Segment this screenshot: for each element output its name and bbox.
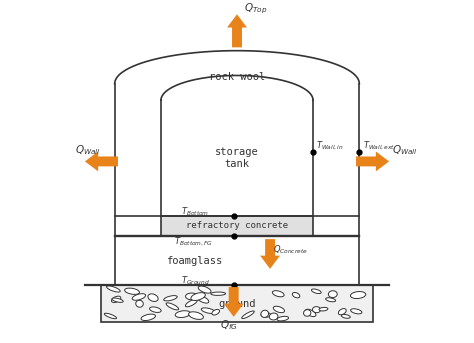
FancyArrow shape xyxy=(224,287,244,317)
Ellipse shape xyxy=(107,286,120,292)
Ellipse shape xyxy=(242,311,254,319)
FancyArrow shape xyxy=(260,239,280,269)
Ellipse shape xyxy=(351,309,362,314)
Text: $T_{Wall,in}$: $T_{Wall,in}$ xyxy=(316,140,344,152)
Text: storage
tank: storage tank xyxy=(215,147,259,169)
Ellipse shape xyxy=(141,314,155,320)
Ellipse shape xyxy=(230,300,240,306)
Ellipse shape xyxy=(185,299,197,307)
Text: $Q_{Wall}$: $Q_{Wall}$ xyxy=(75,143,101,157)
Ellipse shape xyxy=(261,310,269,318)
Text: $T_{Wall,ext}$: $T_{Wall,ext}$ xyxy=(363,140,395,152)
Ellipse shape xyxy=(277,316,289,321)
Ellipse shape xyxy=(150,307,161,312)
Text: $Q_{fG}$: $Q_{fG}$ xyxy=(220,318,238,332)
Ellipse shape xyxy=(136,300,143,307)
Bar xyxy=(101,285,373,322)
FancyArrow shape xyxy=(356,152,389,172)
Text: $T_{Bottom}$: $T_{Bottom}$ xyxy=(181,205,209,218)
Text: $Q_{Concrete}$: $Q_{Concrete}$ xyxy=(273,243,308,256)
Ellipse shape xyxy=(191,293,205,300)
Ellipse shape xyxy=(305,309,316,317)
Ellipse shape xyxy=(303,310,311,316)
Text: rock wool: rock wool xyxy=(209,72,265,82)
Ellipse shape xyxy=(111,296,121,303)
FancyArrow shape xyxy=(85,152,118,172)
Ellipse shape xyxy=(292,293,300,298)
Ellipse shape xyxy=(198,286,211,293)
Text: $T_{Ground}$: $T_{Ground}$ xyxy=(181,275,210,287)
Bar xyxy=(161,216,313,236)
Ellipse shape xyxy=(273,306,284,313)
Ellipse shape xyxy=(326,298,336,302)
Ellipse shape xyxy=(312,307,320,313)
Ellipse shape xyxy=(197,296,209,303)
Ellipse shape xyxy=(166,303,179,310)
Text: $Q_{Wall}$: $Q_{Wall}$ xyxy=(392,143,418,157)
Text: $T_{Bottom,FG}$: $T_{Bottom,FG}$ xyxy=(174,236,213,248)
Ellipse shape xyxy=(189,312,203,319)
Ellipse shape xyxy=(328,291,337,298)
Ellipse shape xyxy=(132,294,146,300)
Text: $Q_{Top}$: $Q_{Top}$ xyxy=(244,1,267,16)
Ellipse shape xyxy=(104,313,117,319)
Ellipse shape xyxy=(311,289,321,294)
Ellipse shape xyxy=(211,292,226,295)
Ellipse shape xyxy=(212,309,219,315)
Ellipse shape xyxy=(125,288,139,294)
Ellipse shape xyxy=(112,298,123,302)
Ellipse shape xyxy=(341,315,350,318)
FancyArrow shape xyxy=(227,14,247,47)
Ellipse shape xyxy=(175,311,191,318)
Ellipse shape xyxy=(148,294,158,301)
Ellipse shape xyxy=(261,312,271,317)
Ellipse shape xyxy=(273,291,284,297)
Text: refractory concrete: refractory concrete xyxy=(186,221,288,230)
Ellipse shape xyxy=(185,293,198,300)
Ellipse shape xyxy=(350,292,366,298)
Ellipse shape xyxy=(164,296,177,301)
Text: ground: ground xyxy=(218,299,256,309)
Ellipse shape xyxy=(269,313,278,320)
Ellipse shape xyxy=(201,308,215,314)
Text: foamglass: foamglass xyxy=(166,256,222,265)
Ellipse shape xyxy=(338,309,346,315)
Ellipse shape xyxy=(319,307,328,311)
